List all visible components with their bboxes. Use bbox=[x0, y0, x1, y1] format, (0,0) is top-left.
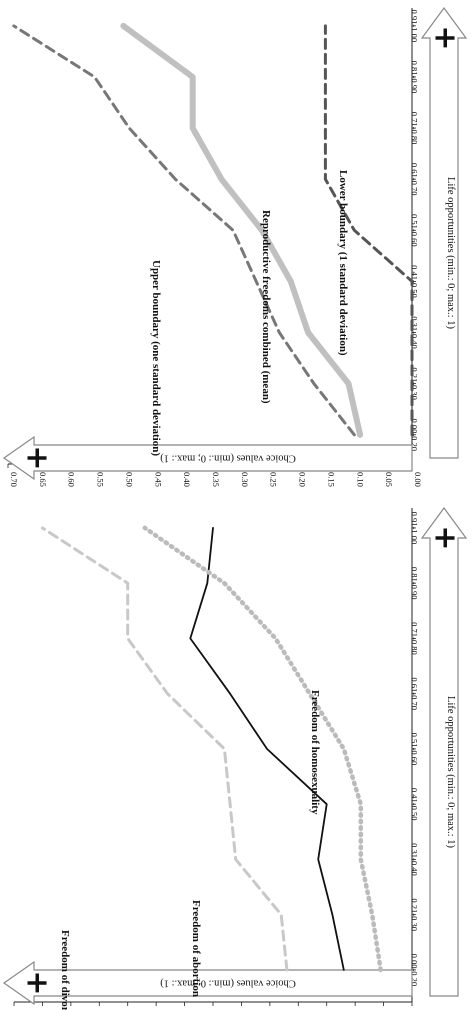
value-tick-label: 0.05 bbox=[384, 472, 394, 487]
series-label-2: Upper boundary (one standard deviation) bbox=[150, 260, 162, 456]
value-tick-label: 0.15 bbox=[326, 472, 336, 487]
value-tick-label: 0.45 bbox=[153, 472, 163, 487]
value-tick-label: 0.70 bbox=[9, 472, 19, 487]
x-axis-title: Life opportunities (min.: 0; max.: 1) bbox=[445, 177, 456, 329]
series-line-1 bbox=[189, 527, 345, 971]
category-tick-label: 0.91-1.00 bbox=[410, 10, 420, 43]
value-tick-label: 0.25 bbox=[269, 472, 279, 487]
y-axis-title: Choice values (min.: 0; max.: 1) bbox=[160, 453, 296, 464]
value-tick-label: 0.55 bbox=[96, 472, 106, 487]
category-tick-label: 0.51-0.60 bbox=[410, 733, 420, 766]
x-plus-symbol: + bbox=[428, 25, 463, 50]
category-tick-label: 0.00-0.20 bbox=[410, 418, 420, 451]
category-tick-label: 0.51-0.60 bbox=[410, 214, 420, 247]
category-tick-label: 0.71-0.80 bbox=[410, 112, 420, 145]
series-label-3: Lower boundary (1 standard deviation) bbox=[337, 170, 349, 356]
series-label-2: Freedom of homosexuality bbox=[309, 690, 321, 815]
x-axis-arrow bbox=[420, 6, 468, 459]
x-axis-title: Life opportunities (min.: 0; max.: 1) bbox=[445, 696, 456, 848]
category-tick-label: 0.71-0.80 bbox=[410, 622, 420, 655]
category-tick-label: 0.61-0.70 bbox=[410, 163, 420, 196]
category-tick-label: 0.21-0.30 bbox=[410, 898, 420, 931]
series-line-2 bbox=[12, 24, 356, 437]
category-tick-label: 0.21-0.30 bbox=[410, 367, 420, 400]
category-tick-label: 0.31-0.40 bbox=[410, 316, 420, 349]
y-axis-title: Choice values (min.: 0; max.: 1) bbox=[160, 978, 296, 989]
value-tick-label: 0.00 bbox=[413, 472, 423, 487]
category-tick-label: 0.00-0.20 bbox=[410, 954, 420, 987]
category-tick-label: 0.81-0.90 bbox=[410, 61, 420, 94]
category-tick-label: 0.81-0.90 bbox=[410, 567, 420, 600]
chart-panel-2: 0.00 0.05 0.10 0.15 0.20 0.25 0.30 0.35 0.40 0.45… bbox=[2, 6, 468, 487]
value-tick-label: 0.35 bbox=[211, 472, 221, 487]
value-tick-label: 0.50 bbox=[124, 472, 134, 487]
x-axis-arrow bbox=[420, 506, 468, 997]
chart-panel-1: 0.000.050.100.150.200.250.300.350.400.45… bbox=[2, 506, 468, 1010]
x-plus-symbol: + bbox=[428, 525, 463, 550]
value-tick-label: 0.10 bbox=[355, 472, 365, 487]
category-tick-label: 0.31-0.40 bbox=[410, 843, 420, 876]
category-tick-label: 0.61-0.70 bbox=[410, 677, 420, 710]
series-line-3 bbox=[323, 24, 414, 437]
series-label-1: Reproductive freedoms combined (mean) bbox=[260, 210, 272, 404]
y-plus-symbol: + bbox=[20, 970, 55, 995]
series-line-3 bbox=[40, 526, 289, 972]
value-tick-label: 0.30 bbox=[240, 472, 250, 487]
value-tick-label: 0.60 bbox=[67, 472, 77, 487]
value-tick-label: 0.65 bbox=[38, 472, 48, 487]
series-label-3: Freedom of divorce bbox=[59, 930, 71, 1010]
category-tick-label: 0.41-0.50 bbox=[410, 788, 420, 821]
value-tick-label: 0.40 bbox=[182, 472, 192, 487]
category-tick-label: 0.91-1.00 bbox=[410, 512, 420, 545]
y-plus-symbol: + bbox=[20, 445, 55, 470]
y-axis-arrow bbox=[2, 960, 413, 1006]
series-line-2 bbox=[142, 525, 383, 973]
y-axis-arrow bbox=[2, 435, 413, 481]
value-tick-label: 0.20 bbox=[298, 472, 308, 487]
category-tick-label: 0.41-0.50 bbox=[410, 265, 420, 298]
series-label-1: Freedom of abortion bbox=[190, 900, 202, 997]
series-line-1 bbox=[120, 22, 364, 438]
